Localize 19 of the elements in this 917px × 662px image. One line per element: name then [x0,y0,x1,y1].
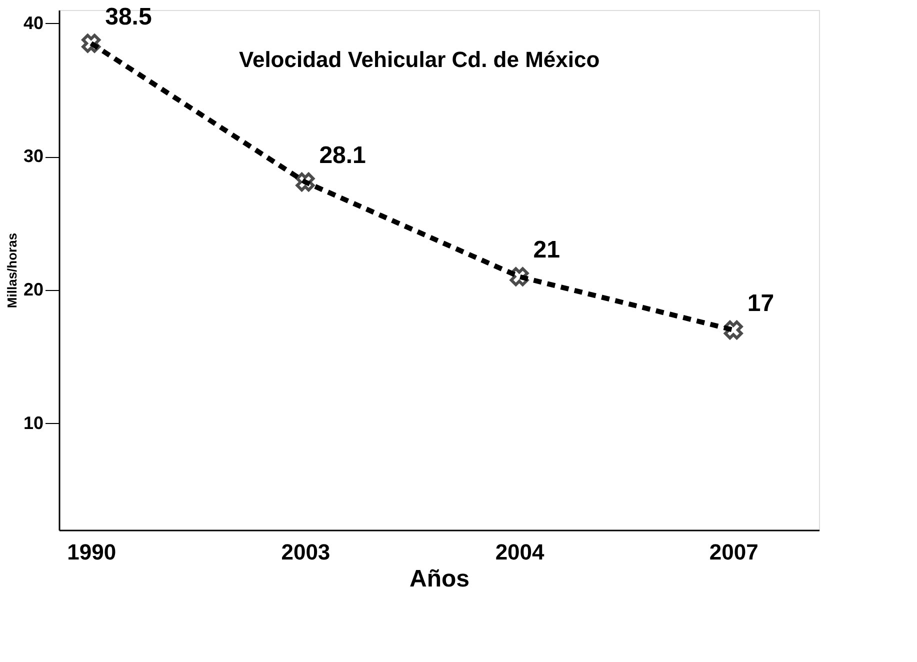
text: Velocidad Vehicular Cd. de México [239,47,600,72]
y-tick-label: 30 [23,146,44,166]
y-tick-label: 40 [23,12,44,33]
point [296,172,315,192]
x-tick-label: 2004 [495,540,546,564]
point [82,34,101,53]
y-tick-label: 10 [23,412,44,433]
x-axis-title: Años [410,566,470,592]
data-label: 38.5 [105,3,152,30]
data-label: 21 [533,236,560,264]
x-tick-label: 2007 [709,540,758,564]
x-tick-label: 2003 [281,540,330,564]
data-label: 28.1 [319,142,366,169]
y-tick-label: 20 [23,280,44,300]
x-tick-label: 1990 [67,540,116,564]
y-axis-title: Millas/horas [4,232,20,308]
point [724,320,743,340]
data-label: 17 [747,290,774,317]
point [510,267,529,286]
